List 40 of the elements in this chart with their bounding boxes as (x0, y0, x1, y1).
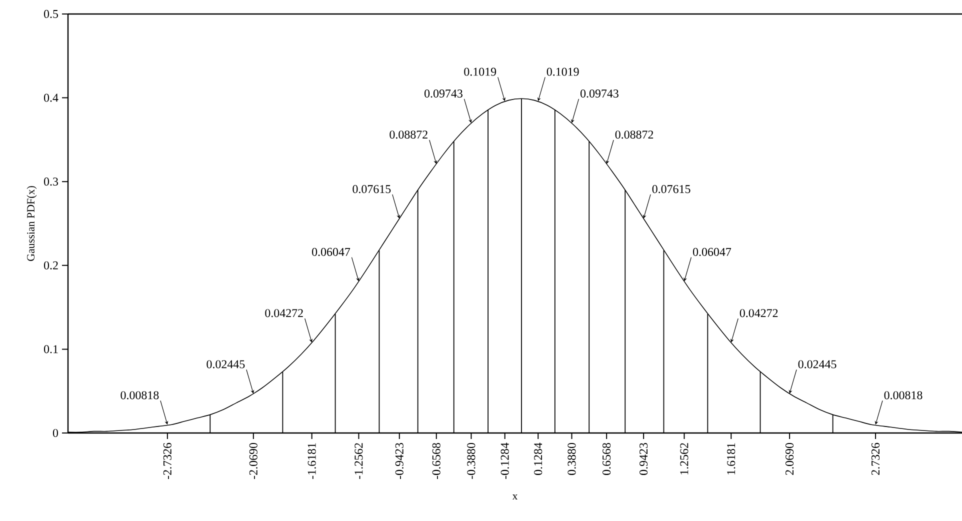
annotation: 0.00818 (884, 391, 922, 400)
y-tick-label: 0 (52, 428, 58, 438)
x-tick-label: 2.0690 (785, 442, 794, 475)
annotation: 0.00818 (120, 391, 159, 400)
annotation: 0.07615 (352, 185, 391, 194)
annotation: 0.08872 (615, 130, 654, 139)
annotation: 0.04272 (740, 309, 778, 318)
x-tick-label: 1.2562 (680, 443, 688, 474)
y-tick-label: 0.5 (44, 10, 58, 18)
x-tick-label: -2.7326 (163, 442, 172, 479)
x-tick-label: 0.1284 (534, 442, 542, 475)
x-tick-label: -0.1284 (500, 442, 509, 479)
annotation: 0.09743 (424, 90, 462, 98)
annotation: 0.07615 (652, 185, 690, 194)
annotation: 0.06047 (692, 248, 732, 256)
annotation: 0.04272 (265, 309, 303, 318)
annotation: 0.1019 (546, 68, 579, 76)
y-tick-label: 0.4 (44, 94, 58, 102)
annotation: 0.09743 (580, 90, 618, 98)
y-tick-label: 0.3 (44, 178, 58, 186)
x-tick-label: -1.6181 (308, 443, 316, 479)
y-axis-title: Gaussian PDF(x) (26, 186, 37, 261)
x-tick-label: 0.9423 (640, 442, 648, 475)
x-tick-label: -0.3880 (467, 442, 476, 479)
x-tick-label: -0.9423 (395, 442, 404, 479)
annotation: 0.06047 (312, 248, 350, 256)
x-tick-label: 1.6181 (727, 443, 736, 474)
annotation: 0.08872 (390, 130, 428, 139)
x-tick-label: 0.3880 (568, 442, 576, 475)
annotation: 0.02445 (206, 360, 245, 368)
x-axis-title: x (512, 494, 518, 500)
x-tick-label: -0.6568 (432, 442, 440, 479)
y-tick-label: 0.2 (44, 261, 58, 270)
annotation: 0.1019 (464, 68, 496, 76)
y-tick-label: 0.1 (44, 345, 58, 354)
annotation: 0.02445 (798, 360, 836, 368)
x-tick-label: 2.7326 (871, 442, 880, 475)
x-tick-label: 0.6568 (602, 442, 611, 475)
x-tick-label: -2.0690 (249, 442, 258, 479)
x-tick-label: -1.2562 (354, 443, 363, 479)
